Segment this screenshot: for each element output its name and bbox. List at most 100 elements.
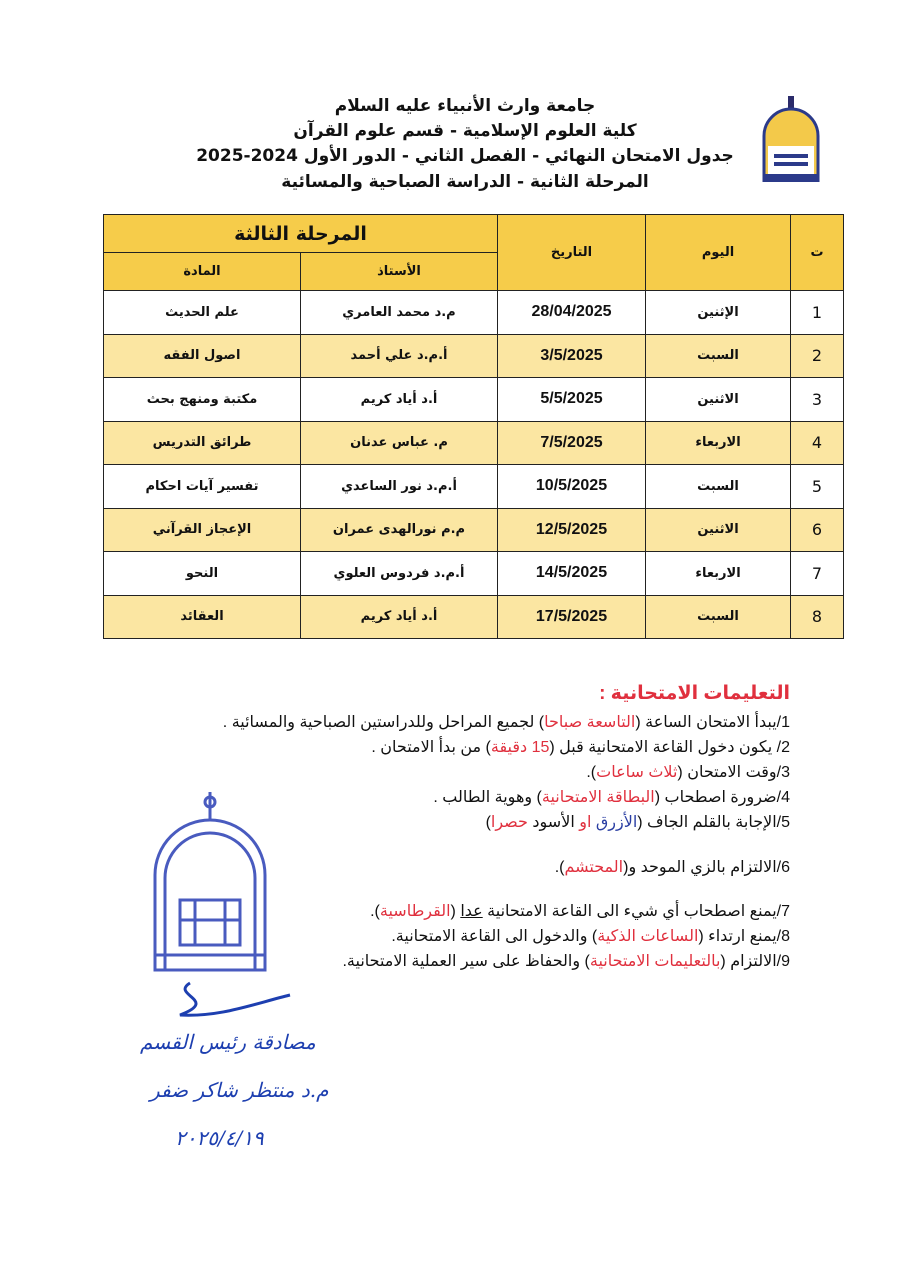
instruction-item: 1/يبدأ الامتحان الساعة (التاسعة صباحا) ل… — [150, 710, 790, 735]
instruction-text: المحتشم — [564, 859, 624, 876]
instruction-item: 2/ يكون دخول القاعة الامتحانية قبل (15 د… — [150, 735, 790, 760]
instruction-text: 9/الالتزام ( — [720, 953, 790, 970]
cell-num: 8 — [790, 594, 844, 639]
cell-num: 3 — [790, 377, 844, 422]
cell-day: الإثنين — [645, 290, 791, 335]
cell-teacher: م.م نورالهدى عمران — [300, 507, 498, 552]
instruction-text: 4/ضرورة اصطحاب ( — [654, 789, 790, 806]
instruction-item: 3/وقت الامتحان (ثلاث ساعات). — [150, 760, 790, 785]
col-teacher: الأستاذ — [300, 252, 498, 291]
instruction-text: ) — [485, 814, 491, 831]
cell-date: 3/5/2025 — [497, 333, 646, 378]
cell-num: 6 — [790, 507, 844, 552]
instruction-text: 1/يبدأ الامتحان الساعة ( — [635, 714, 790, 731]
instruction-text: حصرا — [490, 814, 528, 831]
instruction-text: 5/الإجابة بالقلم الجاف ( — [637, 814, 790, 831]
university-name: جامعة وارث الأنبياء عليه السلام — [334, 96, 596, 116]
cell-day: السبت — [645, 333, 791, 378]
table-row: 1 الإثنين 28/04/2025 م.د محمد العامري علم ال… — [103, 290, 844, 335]
stage-subtitle: المرحلة الثانية - الدراسة الصباحية والمس… — [281, 172, 649, 192]
cell-date: 5/5/2025 — [497, 377, 646, 422]
cell-teacher: أ.م.د فردوس العلوي — [300, 551, 498, 596]
table-row: 2 السبت 3/5/2025 أ.م.د علي أحمد اصول الفقه — [103, 333, 844, 378]
instruction-text: ) من بدأ الامتحان . — [371, 739, 491, 756]
cell-subject: مكتبة ومنهج بحث — [103, 377, 301, 422]
cell-teacher: أ.د أياد كريم — [300, 594, 498, 639]
cell-day: السبت — [645, 464, 791, 509]
col-day: اليوم — [645, 214, 791, 291]
signature-date: ٢٠٢٥/٤/١٩ — [175, 1126, 264, 1150]
instruction-item: 9/الالتزام (بالتعليمات الامتحانية) والحف… — [150, 949, 790, 974]
cell-num: 5 — [790, 464, 844, 509]
cell-day: الاثنين — [645, 377, 791, 422]
instruction-text: ). — [370, 903, 380, 920]
col-stage: المرحلة الثالثة — [103, 214, 498, 253]
col-date: التاريخ — [497, 214, 646, 291]
cell-teacher: م.د محمد العامري — [300, 290, 498, 335]
cell-teacher: أ.م.د نور الساعدي — [300, 464, 498, 509]
signature-name: م.د منتظر شاكر ضفر — [150, 1078, 329, 1102]
table-row: 5 السبت 10/5/2025 أ.م.د نور الساعدي تفسير آي… — [103, 464, 844, 509]
instruction-text: 7/يمنع اصطحاب أي شيء الى القاعة الامتحان… — [482, 903, 790, 920]
cell-teacher: أ.م.د علي أحمد — [300, 333, 498, 378]
cell-subject: النحو — [103, 551, 301, 596]
signature-approval: مصادقة رئيس القسم — [140, 1030, 316, 1054]
cell-subject: الإعجاز القرآني — [103, 507, 301, 552]
instructions-title: التعليمات الامتحانية : — [599, 683, 790, 704]
table-row: 6 الاثنين 12/5/2025 م.م نورالهدى عمران الإعج… — [103, 507, 844, 552]
instruction-text: 8/يمنع ارتداء ( — [698, 928, 790, 945]
instruction-item: 5/الإجابة بالقلم الجاف (الأزرق او الأسود… — [150, 810, 790, 835]
instruction-text: البطاقة الامتحانية — [541, 789, 655, 806]
exam-table: ت اليوم التاريخ المرحلة الثالثة الأستاذ … — [103, 214, 844, 639]
cell-teacher: م. عباس عدنان — [300, 420, 498, 465]
cell-date: 10/5/2025 — [497, 464, 646, 509]
cell-num: 7 — [790, 551, 844, 596]
cell-date: 14/5/2025 — [497, 551, 646, 596]
cell-day: الاربعاء — [645, 551, 791, 596]
instruction-text: الساعات الذكية — [597, 928, 699, 945]
table-row: 8 السبت 17/5/2025 أ.د أياد كريم العقائد — [103, 594, 844, 639]
instruction-item: 4/ضرورة اصطحاب (البطاقة الامتحانية) وهوي… — [150, 785, 790, 810]
table-row: 4 الاربعاء 7/5/2025 م. عباس عدنان طرائق التد… — [103, 420, 844, 465]
instruction-text: عدا — [460, 903, 483, 920]
instruction-text: 3/وقت الامتحان ( — [677, 764, 790, 781]
cell-subject: العقائد — [103, 594, 301, 639]
instruction-text: ) والحفاظ على سير العملية الامتحانية. — [342, 953, 590, 970]
cell-date: 28/04/2025 — [497, 290, 646, 335]
college-name: كلية العلوم الإسلامية - قسم علوم القرآن — [293, 121, 637, 141]
cell-subject: تفسير آيات احكام — [103, 464, 301, 509]
university-logo — [762, 96, 820, 182]
instruction-item: 8/يمنع ارتداء (الساعات الذكية) والدخول ا… — [150, 924, 790, 949]
col-num: ت — [790, 214, 844, 291]
cell-subject: علم الحديث — [103, 290, 301, 335]
instruction-text: بالتعليمات الامتحانية — [589, 953, 721, 970]
table-row: 3 الاثنين 5/5/2025 أ.د أياد كريم مكتبة ومنهج… — [103, 377, 844, 422]
cell-date: 12/5/2025 — [497, 507, 646, 552]
cell-subject: اصول الفقه — [103, 333, 301, 378]
instruction-text: ) لجميع المراحل وللدراستين الصباحية والم… — [222, 714, 545, 731]
instruction-text: ( — [450, 903, 461, 920]
instruction-text: التاسعة صباحا — [544, 714, 636, 731]
instruction-item: 6/الالتزام بالزي الموحد و(المحتشم). — [150, 855, 790, 880]
cell-day: الاثنين — [645, 507, 791, 552]
instruction-text: ). — [554, 859, 565, 876]
cell-teacher: أ.د أياد كريم — [300, 377, 498, 422]
table-row: 7 الاربعاء 14/5/2025 أ.م.د فردوس العلوي النح… — [103, 551, 844, 596]
cell-day: السبت — [645, 594, 791, 639]
cell-num: 2 — [790, 333, 844, 378]
cell-num: 1 — [790, 290, 844, 335]
instruction-text: 2/ يكون دخول القاعة الامتحانية قبل ( — [549, 739, 790, 756]
instruction-text: الأسود — [527, 814, 575, 831]
instruction-text: ثلاث ساعات — [596, 764, 678, 781]
signature-scribble — [179, 981, 291, 1017]
instruction-text: الأزرق — [595, 814, 638, 831]
instruction-item: 7/يمنع اصطحاب أي شيء الى القاعة الامتحان… — [150, 899, 790, 924]
cell-num: 4 — [790, 420, 844, 465]
department-stamp — [153, 792, 267, 972]
exam-instructions: التعليمات الامتحانية : 1/يبدأ الامتحان ا… — [150, 680, 790, 974]
instruction-text: القرطاسية — [379, 903, 451, 920]
cell-day: الاربعاء — [645, 420, 791, 465]
cell-subject: طرائق التدريس — [103, 420, 301, 465]
cell-date: 7/5/2025 — [497, 420, 646, 465]
